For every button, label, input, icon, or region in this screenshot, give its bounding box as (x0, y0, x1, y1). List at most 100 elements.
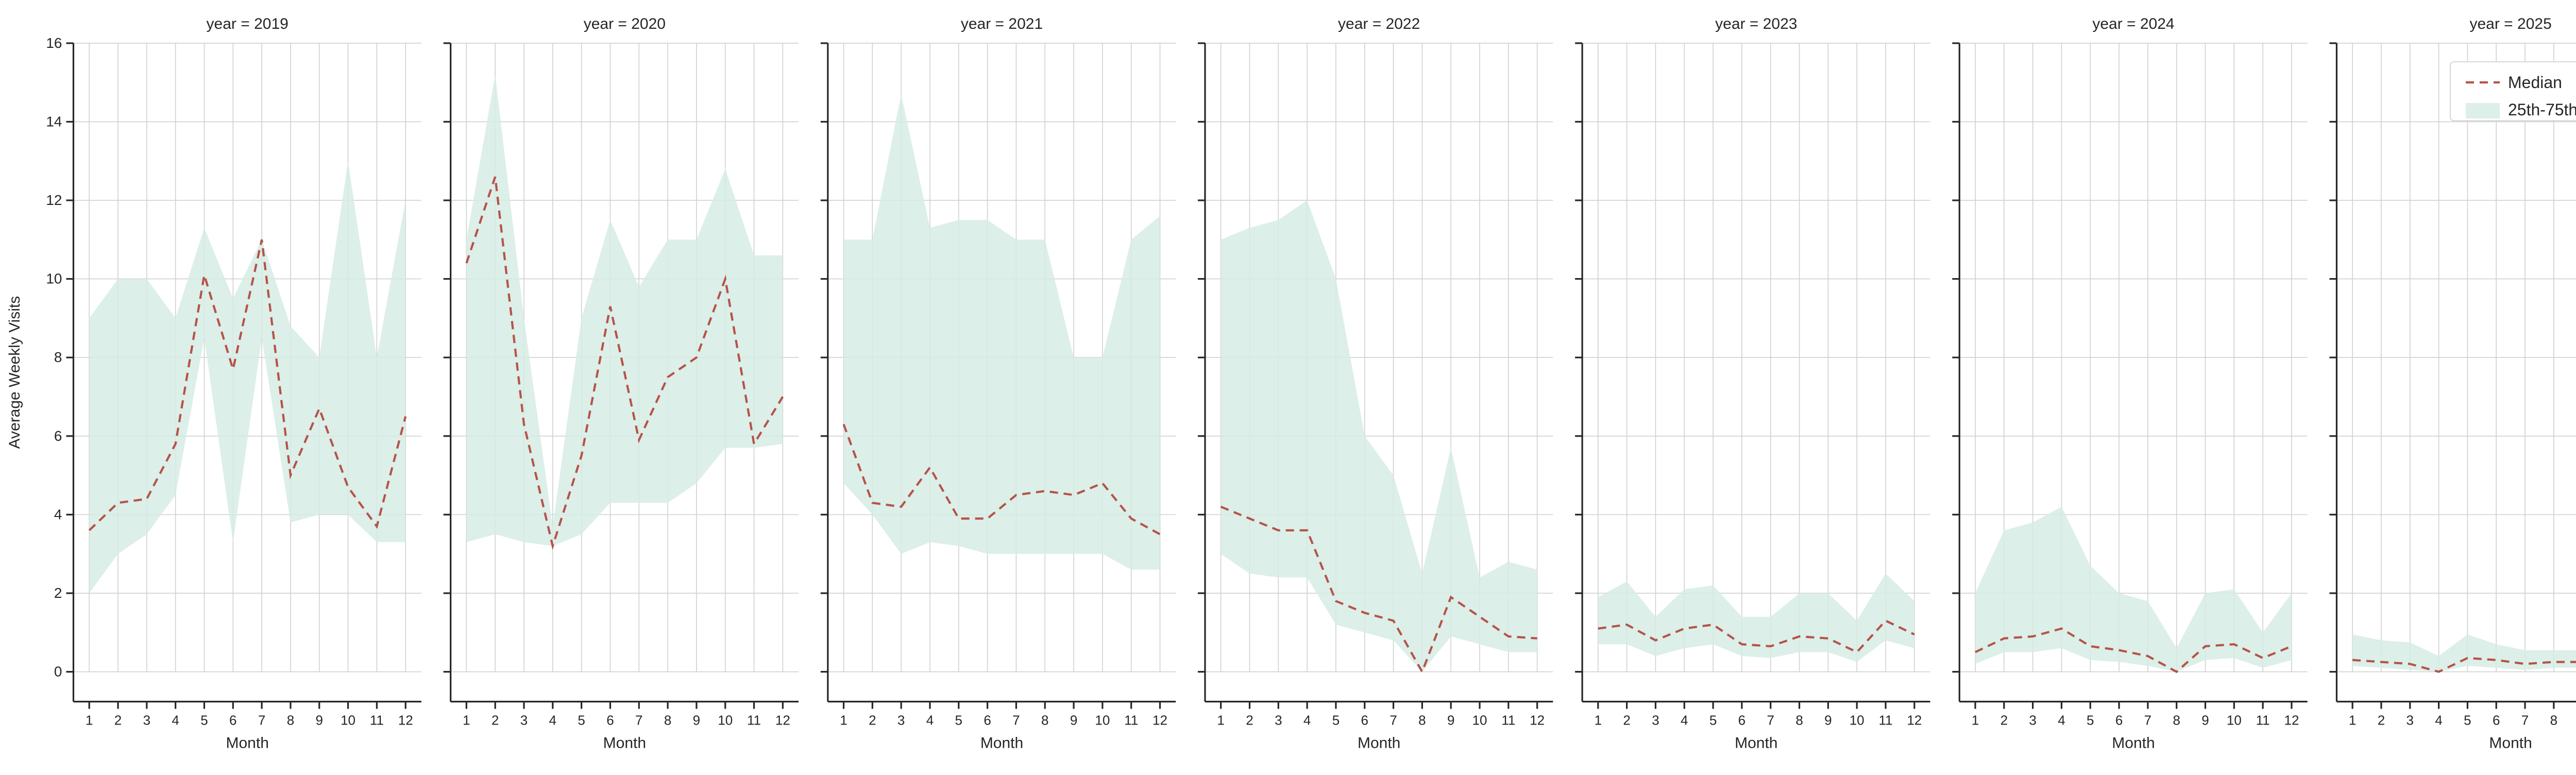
svg-text:year = 2024: year = 2024 (2092, 15, 2174, 32)
svg-text:1: 1 (86, 713, 93, 728)
svg-text:5: 5 (1709, 713, 1717, 728)
svg-text:7: 7 (1012, 713, 1020, 728)
svg-text:5: 5 (2087, 713, 2094, 728)
svg-text:8: 8 (1795, 713, 1803, 728)
svg-text:1: 1 (840, 713, 847, 728)
svg-text:9: 9 (1447, 713, 1454, 728)
svg-text:7: 7 (2521, 713, 2529, 728)
svg-text:6: 6 (984, 713, 991, 728)
svg-text:9: 9 (1824, 713, 1832, 728)
svg-text:7: 7 (1767, 713, 1774, 728)
svg-text:8: 8 (287, 713, 294, 728)
svg-text:11: 11 (1501, 713, 1515, 728)
svg-text:year = 2025: year = 2025 (2469, 15, 2551, 32)
svg-text:12: 12 (398, 713, 413, 728)
svg-text:12: 12 (775, 713, 790, 728)
svg-text:6: 6 (54, 428, 62, 444)
svg-text:year = 2020: year = 2020 (584, 15, 666, 32)
svg-text:8: 8 (54, 349, 62, 365)
svg-text:2: 2 (54, 585, 62, 601)
svg-text:4: 4 (926, 713, 934, 728)
svg-text:10: 10 (46, 271, 62, 287)
svg-text:8: 8 (664, 713, 671, 728)
svg-text:1: 1 (463, 713, 470, 728)
svg-text:4: 4 (549, 713, 556, 728)
svg-text:5: 5 (2464, 713, 2471, 728)
svg-text:8: 8 (1041, 713, 1048, 728)
svg-text:6: 6 (606, 713, 614, 728)
svg-text:2: 2 (869, 713, 876, 728)
svg-text:3: 3 (143, 713, 150, 728)
svg-text:6: 6 (2493, 713, 2500, 728)
svg-text:3: 3 (2406, 713, 2414, 728)
svg-text:Average Weekly Visits: Average Weekly Visits (6, 296, 23, 449)
svg-text:7: 7 (1389, 713, 1397, 728)
svg-text:2: 2 (492, 713, 499, 728)
svg-text:2: 2 (1623, 713, 1630, 728)
svg-text:Month: Month (2489, 735, 2532, 752)
svg-text:3: 3 (1275, 713, 1282, 728)
svg-text:12: 12 (1907, 713, 1922, 728)
svg-text:4: 4 (1681, 713, 1688, 728)
svg-text:6: 6 (229, 713, 236, 728)
svg-text:10: 10 (1472, 713, 1487, 728)
svg-text:6: 6 (1738, 713, 1745, 728)
svg-text:12: 12 (46, 192, 62, 208)
svg-text:3: 3 (2029, 713, 2036, 728)
svg-text:Month: Month (980, 735, 1023, 752)
svg-text:0: 0 (54, 664, 62, 680)
svg-text:9: 9 (693, 713, 700, 728)
svg-text:10: 10 (341, 713, 355, 728)
svg-text:10: 10 (1095, 713, 1110, 728)
svg-text:9: 9 (2201, 713, 2209, 728)
svg-text:5: 5 (578, 713, 585, 728)
svg-text:25th-75th Percentile: 25th-75th Percentile (2508, 100, 2576, 119)
svg-text:Month: Month (2112, 735, 2155, 752)
svg-text:8: 8 (2550, 713, 2557, 728)
svg-text:11: 11 (2256, 713, 2270, 728)
svg-text:12: 12 (1153, 713, 1167, 728)
svg-text:11: 11 (370, 713, 384, 728)
svg-text:6: 6 (2115, 713, 2123, 728)
svg-text:3: 3 (520, 713, 528, 728)
svg-text:14: 14 (46, 113, 62, 129)
svg-text:7: 7 (2144, 713, 2151, 728)
svg-text:4: 4 (2435, 713, 2442, 728)
svg-text:3: 3 (897, 713, 905, 728)
svg-text:year = 2023: year = 2023 (1715, 15, 1797, 32)
svg-text:Month: Month (603, 735, 646, 752)
svg-text:year = 2021: year = 2021 (961, 15, 1043, 32)
svg-text:2: 2 (2001, 713, 2008, 728)
svg-text:10: 10 (1850, 713, 1865, 728)
svg-text:2: 2 (2378, 713, 2385, 728)
svg-text:8: 8 (2173, 713, 2180, 728)
svg-text:year = 2019: year = 2019 (207, 15, 289, 32)
svg-text:10: 10 (718, 713, 733, 728)
svg-text:12: 12 (1530, 713, 1545, 728)
svg-text:9: 9 (1070, 713, 1077, 728)
svg-text:11: 11 (747, 713, 761, 728)
svg-text:5: 5 (1332, 713, 1340, 728)
svg-text:6: 6 (1361, 713, 1368, 728)
svg-text:Month: Month (1735, 735, 1777, 752)
svg-text:7: 7 (258, 713, 265, 728)
svg-text:2: 2 (1246, 713, 1253, 728)
svg-text:8: 8 (1418, 713, 1426, 728)
svg-text:11: 11 (1124, 713, 1138, 728)
svg-text:3: 3 (1652, 713, 1659, 728)
svg-text:2: 2 (114, 713, 122, 728)
svg-text:1: 1 (2349, 713, 2356, 728)
svg-text:Median: Median (2508, 73, 2562, 92)
svg-text:1: 1 (1217, 713, 1224, 728)
svg-text:7: 7 (635, 713, 642, 728)
svg-text:1: 1 (1595, 713, 1602, 728)
svg-text:9: 9 (316, 713, 323, 728)
svg-text:10: 10 (2227, 713, 2242, 728)
svg-text:11: 11 (1879, 713, 1893, 728)
svg-text:16: 16 (46, 35, 62, 51)
svg-text:Month: Month (226, 735, 269, 752)
svg-text:5: 5 (200, 713, 208, 728)
svg-text:1: 1 (1972, 713, 1979, 728)
svg-text:4: 4 (54, 506, 62, 522)
svg-text:4: 4 (2058, 713, 2065, 728)
